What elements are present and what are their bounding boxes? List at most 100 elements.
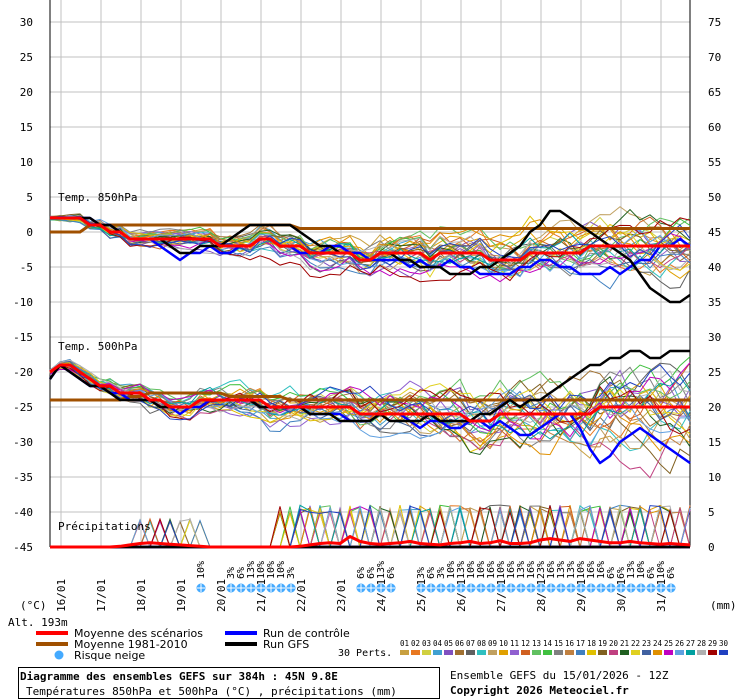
snow-risk-item: 16% <box>596 561 607 593</box>
series-line-precip <box>50 535 691 549</box>
x-tick-label: 20/01 <box>215 579 228 612</box>
series-line-t850 <box>50 216 690 262</box>
y-tick-label-left: 30 <box>20 16 33 29</box>
snow-risk-percent: 6% <box>236 567 247 579</box>
snow-risk-item: 16% <box>526 561 537 593</box>
legend-swatch <box>225 642 257 646</box>
snow-risk-percent: 13% <box>626 561 637 579</box>
snow-risk-item: 6% <box>606 567 617 593</box>
snow-risk-percent: 10% <box>446 561 457 579</box>
series-line-t500 <box>48 349 690 423</box>
snow-risk-percent: 10% <box>476 561 487 579</box>
y-tick-label-left: 5 <box>26 191 33 204</box>
snow-risk-percent: 13% <box>456 561 467 579</box>
section-label-t500: Temp. 500hPa <box>58 340 137 353</box>
snow-risk-percent: 16% <box>526 561 537 579</box>
snow-risk-percent: 16% <box>546 561 557 579</box>
perturbation-id: 08 <box>477 639 487 648</box>
perturbation-swatch <box>576 650 585 655</box>
x-tick-label: 22/01 <box>295 579 308 612</box>
snow-risk-percent: 3% <box>416 567 427 579</box>
snowflake-icon <box>54 650 64 660</box>
perturbation-id: 26 <box>675 639 685 648</box>
legend-swatch <box>225 631 257 635</box>
y-tick-label-right: 30 <box>708 331 721 344</box>
snow-risk-percent: 6% <box>366 567 377 579</box>
perturbation-id: 16 <box>565 639 575 648</box>
perturbation-line-30 <box>49 364 691 424</box>
snow-risk-item: 6% <box>356 567 367 593</box>
y-tick-label-left: -40 <box>13 506 33 519</box>
section-label-precip: Précipitations <box>58 520 151 533</box>
snow-risk-percent: 13% <box>246 561 257 579</box>
perturbation-swatch <box>719 650 728 655</box>
snow-risk-item: 10% <box>276 561 287 593</box>
snow-risk-percent: 6% <box>606 567 617 579</box>
snow-risk-item: 16% <box>586 561 597 593</box>
y-tick-label-right: 5 <box>708 506 715 519</box>
snow-risk-item: 16% <box>506 561 517 593</box>
snow-risk-percent: 6% <box>616 567 627 579</box>
snow-risk-percent: 3% <box>286 567 297 579</box>
legend-swatch <box>36 642 68 646</box>
snow-risk-percent: 13% <box>516 561 527 579</box>
y-tick-label-left: 0 <box>26 226 33 239</box>
y-tick-label-left: 15 <box>20 121 33 134</box>
perturbation-swatch <box>598 650 607 655</box>
snow-risk-percent: 10% <box>576 561 587 579</box>
perturbation-swatch <box>455 650 464 655</box>
section-label-t850: Temp. 850hPa <box>58 191 137 204</box>
y-tick-label-left: -15 <box>13 331 33 344</box>
perturbation-swatch <box>422 650 431 655</box>
y-tick-label-left: -20 <box>13 366 33 379</box>
perturbation-id: 03 <box>422 639 431 648</box>
perturbation-line-26 <box>49 215 691 278</box>
perturbation-id: 01 <box>400 639 409 648</box>
perturbation-swatch <box>488 650 497 655</box>
y-tick-label-right: 55 <box>708 156 721 169</box>
x-tick-label: 18/01 <box>135 579 148 612</box>
perturbation-swatch <box>653 650 662 655</box>
y-tick-label-right: 50 <box>708 191 721 204</box>
snow-risk-percent: 3% <box>226 567 237 579</box>
y-tick-label-right: 40 <box>708 261 721 274</box>
snow-risk-item: 13% <box>376 561 387 593</box>
snow-risk-item: 10% <box>476 561 487 593</box>
snow-risk-item: 6% <box>386 567 397 593</box>
main-series-lines <box>48 209 691 549</box>
perturbation-id: 17 <box>576 639 585 648</box>
snow-risk-item: 10% <box>196 561 207 593</box>
snow-risk-item: 10% <box>256 561 267 593</box>
snow-risk-percent: 13% <box>376 561 387 579</box>
y-tick-label-right: 65 <box>708 86 721 99</box>
snow-risk-percent: 16% <box>586 561 597 579</box>
ensemble-run-label: Ensemble GEFS du 15/01/2026 - 12Z <box>450 669 669 682</box>
perturbation-id: 05 <box>444 639 453 648</box>
perturbation-id: 02 <box>411 639 420 648</box>
legend-swatch <box>36 631 68 635</box>
perturbation-swatch <box>675 650 684 655</box>
snow-risk-item: 13% <box>516 561 527 593</box>
perturbation-swatch <box>642 650 651 655</box>
perturbation-swatch <box>521 650 530 655</box>
snow-risk-percent: 6% <box>386 567 397 579</box>
y-tick-label-right: 20 <box>708 401 721 414</box>
perturbation-id: 23 <box>642 639 651 648</box>
snow-risk-item: 13% <box>456 561 467 593</box>
perturbation-swatch <box>565 650 574 655</box>
legend-label: Run GFS <box>263 638 309 651</box>
snow-risk-item: 6% <box>366 567 377 593</box>
y-tick-label-left: -25 <box>13 401 33 414</box>
snow-risk-item: 13% <box>556 561 567 593</box>
perturbation-swatch <box>664 650 673 655</box>
perturbation-id: 14 <box>543 639 553 648</box>
perturbation-id: 22 <box>631 639 640 648</box>
y-tick-label-right: 10 <box>708 471 721 484</box>
snow-risk-percent: 16% <box>596 561 607 579</box>
snow-risk-item: 10% <box>656 561 667 593</box>
snow-risk-percent: 13% <box>556 561 567 579</box>
perturbation-id: 13 <box>532 639 541 648</box>
legend-label: Moyenne 1981-2010 <box>74 638 188 651</box>
snow-risk-percent: 6% <box>666 567 677 579</box>
